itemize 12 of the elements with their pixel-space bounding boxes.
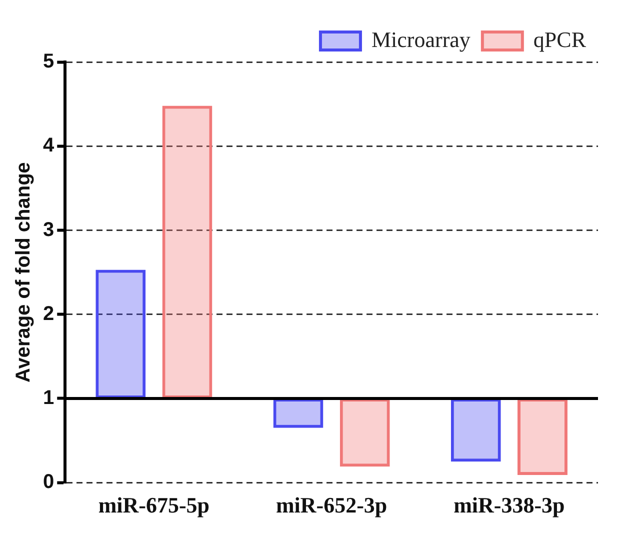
y-tick-label: 4: [43, 134, 55, 157]
y-axis-title: Average of fold change: [12, 162, 35, 383]
x-tick-label: miR-675-5p: [98, 492, 210, 518]
y-tick-label: 0: [43, 471, 54, 494]
legend-label: Microarray: [371, 26, 470, 52]
y-tick-label: 5: [43, 50, 54, 73]
legend-label: qPCR: [533, 26, 586, 52]
y-tick-label: 3: [43, 218, 54, 241]
x-tick-label: miR-338-3p: [454, 492, 565, 518]
y-tick-label: 1: [43, 386, 54, 409]
x-tick-label: miR-652-3p: [276, 492, 388, 518]
y-tick-label: 2: [43, 302, 54, 325]
